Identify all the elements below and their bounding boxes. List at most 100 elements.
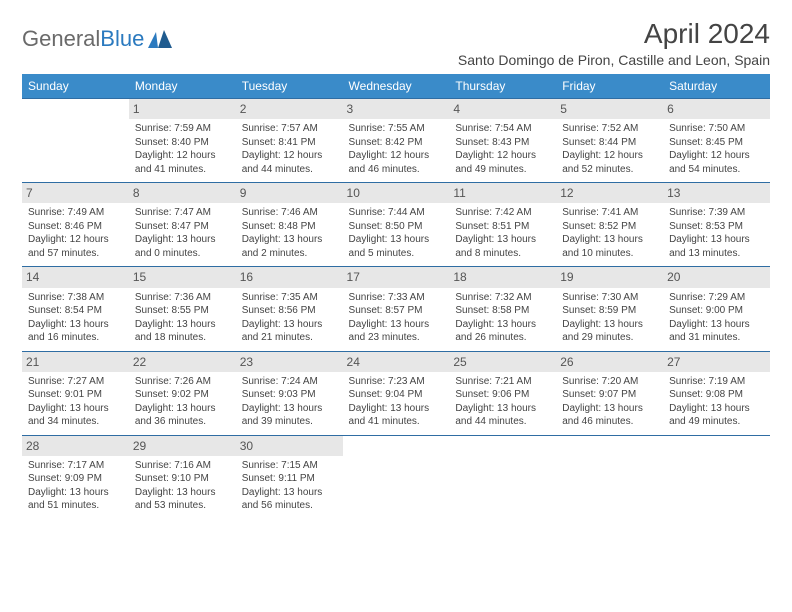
daylight-text: Daylight: 13 hours [242,233,337,247]
day-number: 12 [556,183,663,203]
calendar-day-cell: 1Sunrise: 7:59 AMSunset: 8:40 PMDaylight… [129,99,236,183]
calendar-day-cell: 17Sunrise: 7:33 AMSunset: 8:57 PMDayligh… [343,267,450,351]
day-number: 2 [236,99,343,119]
daylight-text: Daylight: 13 hours [455,233,550,247]
daylight-text: and 26 minutes. [455,331,550,345]
daylight-text: Daylight: 13 hours [135,318,230,332]
day-number: 3 [343,99,450,119]
day-number: 11 [449,183,556,203]
day-number: 10 [343,183,450,203]
sunrise-text: Sunrise: 7:59 AM [135,122,230,136]
calendar-day-cell: 9Sunrise: 7:46 AMSunset: 8:48 PMDaylight… [236,183,343,267]
daylight-text: and 41 minutes. [349,415,444,429]
sunrise-text: Sunrise: 7:19 AM [669,375,764,389]
calendar-table: Sunday Monday Tuesday Wednesday Thursday… [22,74,770,519]
sunrise-text: Sunrise: 7:17 AM [28,459,123,473]
sunrise-text: Sunrise: 7:55 AM [349,122,444,136]
calendar-day-cell: 30Sunrise: 7:15 AMSunset: 9:11 PMDayligh… [236,435,343,519]
daylight-text: and 13 minutes. [669,247,764,261]
sunset-text: Sunset: 8:56 PM [242,304,337,318]
calendar-week-row: 21Sunrise: 7:27 AMSunset: 9:01 PMDayligh… [22,351,770,435]
calendar-day-cell: 21Sunrise: 7:27 AMSunset: 9:01 PMDayligh… [22,351,129,435]
daylight-text: Daylight: 12 hours [349,149,444,163]
calendar-week-row: 7Sunrise: 7:49 AMSunset: 8:46 PMDaylight… [22,183,770,267]
daylight-text: Daylight: 13 hours [135,486,230,500]
sunset-text: Sunset: 9:09 PM [28,472,123,486]
sunset-text: Sunset: 8:53 PM [669,220,764,234]
calendar-day-cell: 27Sunrise: 7:19 AMSunset: 9:08 PMDayligh… [663,351,770,435]
sunset-text: Sunset: 8:57 PM [349,304,444,318]
sunrise-text: Sunrise: 7:20 AM [562,375,657,389]
sunrise-text: Sunrise: 7:35 AM [242,291,337,305]
calendar-day-cell: 3 Sunrise: 7:55 AMSunset: 8:42 PMDaylight… [343,99,450,183]
daylight-text: Daylight: 13 hours [242,486,337,500]
calendar-day-cell: 14Sunrise: 7:38 AMSunset: 8:54 PMDayligh… [22,267,129,351]
sunrise-text: Sunrise: 7:30 AM [562,291,657,305]
daylight-text: Daylight: 13 hours [135,233,230,247]
sunset-text: Sunset: 8:48 PM [242,220,337,234]
calendar-day-cell: 15Sunrise: 7:36 AMSunset: 8:55 PMDayligh… [129,267,236,351]
sunset-text: Sunset: 8:51 PM [455,220,550,234]
sunrise-text: Sunrise: 7:39 AM [669,206,764,220]
logo: GeneralBlue [22,26,172,52]
weekday-header-row: Sunday Monday Tuesday Wednesday Thursday… [22,74,770,99]
logo-text-2: Blue [100,26,144,52]
daylight-text: Daylight: 12 hours [135,149,230,163]
sunset-text: Sunset: 9:07 PM [562,388,657,402]
sunset-text: Sunset: 8:47 PM [135,220,230,234]
sunset-text: Sunset: 8:40 PM [135,136,230,150]
calendar-day-cell: 18Sunrise: 7:32 AMSunset: 8:58 PMDayligh… [449,267,556,351]
sunrise-text: Sunrise: 7:29 AM [669,291,764,305]
day-number: 14 [22,267,129,287]
sunrise-text: Sunrise: 7:50 AM [669,122,764,136]
day-number: 6 [663,99,770,119]
daylight-text: Daylight: 13 hours [455,402,550,416]
sunset-text: Sunset: 9:02 PM [135,388,230,402]
logo-text-1: General [22,26,100,52]
page-title: April 2024 [458,18,770,50]
day-number: 17 [343,267,450,287]
sunset-text: Sunset: 9:06 PM [455,388,550,402]
weekday-header: Wednesday [343,74,450,99]
sunrise-text: Sunrise: 7:26 AM [135,375,230,389]
sunrise-text: Sunrise: 7:57 AM [242,122,337,136]
sunset-text: Sunset: 9:11 PM [242,472,337,486]
calendar-day-cell: 12Sunrise: 7:41 AMSunset: 8:52 PMDayligh… [556,183,663,267]
calendar-day-cell: 11Sunrise: 7:42 AMSunset: 8:51 PMDayligh… [449,183,556,267]
daylight-text: and 49 minutes. [669,415,764,429]
daylight-text: and 56 minutes. [242,499,337,513]
sunset-text: Sunset: 9:00 PM [669,304,764,318]
calendar-day-cell: 13 Sunrise: 7:39 AMSunset: 8:53 PMDayligh… [663,183,770,267]
daylight-text: Daylight: 12 hours [242,149,337,163]
daylight-text: Daylight: 13 hours [562,318,657,332]
sunrise-text: Sunrise: 7:44 AM [349,206,444,220]
daylight-text: and 18 minutes. [135,331,230,345]
daylight-text: Daylight: 12 hours [669,149,764,163]
daylight-text: and 0 minutes. [135,247,230,261]
sunrise-text: Sunrise: 7:47 AM [135,206,230,220]
daylight-text: and 36 minutes. [135,415,230,429]
calendar-day-cell: 10Sunrise: 7:44 AMSunset: 8:50 PMDayligh… [343,183,450,267]
daylight-text: Daylight: 13 hours [669,233,764,247]
daylight-text: and 46 minutes. [349,163,444,177]
sunset-text: Sunset: 8:42 PM [349,136,444,150]
sunrise-text: Sunrise: 7:15 AM [242,459,337,473]
location-text: Santo Domingo de Piron, Castille and Leo… [458,52,770,68]
daylight-text: Daylight: 13 hours [562,402,657,416]
calendar-day-cell: 25Sunrise: 7:21 AMSunset: 9:06 PMDayligh… [449,351,556,435]
calendar-day-cell: 24Sunrise: 7:23 AMSunset: 9:04 PMDayligh… [343,351,450,435]
sunset-text: Sunset: 8:46 PM [28,220,123,234]
sunrise-text: Sunrise: 7:24 AM [242,375,337,389]
day-number: 27 [663,352,770,372]
sunset-text: Sunset: 8:43 PM [455,136,550,150]
sunset-text: Sunset: 8:58 PM [455,304,550,318]
calendar-day-cell: 8Sunrise: 7:47 AMSunset: 8:47 PMDaylight… [129,183,236,267]
daylight-text: and 39 minutes. [242,415,337,429]
daylight-text: and 2 minutes. [242,247,337,261]
calendar-week-row: 28Sunrise: 7:17 AMSunset: 9:09 PMDayligh… [22,435,770,519]
day-number: 13 [663,183,770,203]
calendar-day-cell: 22Sunrise: 7:26 AMSunset: 9:02 PMDayligh… [129,351,236,435]
sunset-text: Sunset: 8:41 PM [242,136,337,150]
sunset-text: Sunset: 8:59 PM [562,304,657,318]
calendar-day-cell: . [663,435,770,519]
